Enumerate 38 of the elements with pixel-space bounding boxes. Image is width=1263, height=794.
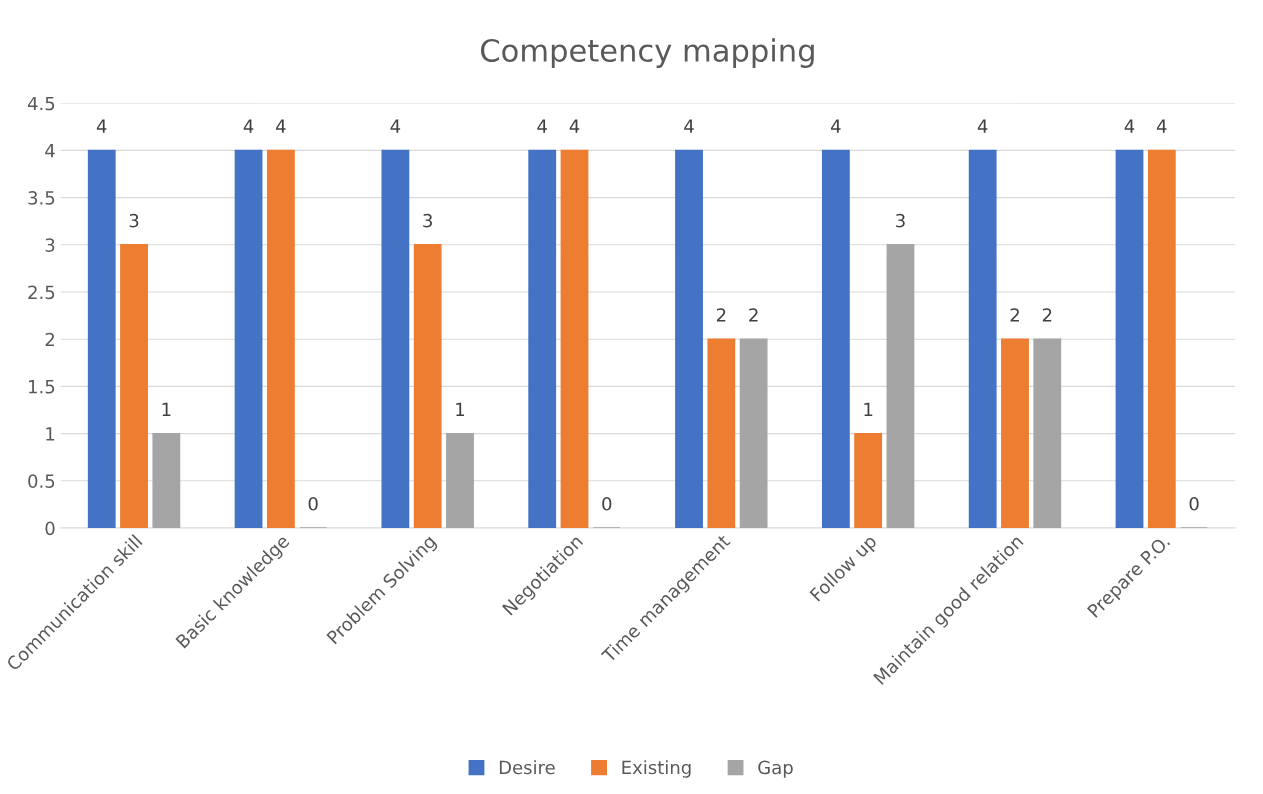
data-label: 4 <box>390 119 401 133</box>
data-label: 4 <box>1156 119 1167 133</box>
data-label: 4 <box>96 119 107 133</box>
data-label: 4 <box>1124 119 1135 133</box>
data-label: 4 <box>977 119 988 133</box>
data-label: 4 <box>684 119 694 133</box>
data-label: 1 <box>864 402 873 416</box>
y-tick-label: 0.5 <box>28 474 55 488</box>
data-label: 0 <box>602 496 612 511</box>
y-tick-label: 3 <box>45 238 55 252</box>
data-label: 1 <box>456 402 465 416</box>
data-label: 4 <box>830 119 841 133</box>
data-label: 1 <box>162 402 171 416</box>
y-tick-label: 4 <box>45 144 55 158</box>
data-label: 4 <box>243 119 254 133</box>
data-label: 4 <box>276 119 286 133</box>
legend-label: Desire <box>499 760 555 775</box>
data-label: 0 <box>308 496 318 511</box>
y-tick-label: 4.5 <box>27 96 55 111</box>
data-label: 4 <box>537 119 547 133</box>
y-tick-label: 1.5 <box>29 380 55 394</box>
data-label: 3 <box>423 213 432 228</box>
y-tick-label: 2 <box>45 332 54 347</box>
data-label: 4 <box>569 119 580 133</box>
y-tick-label: 2.5 <box>28 285 55 300</box>
data-label: 2 <box>1042 308 1052 322</box>
data-label: 2 <box>716 308 726 322</box>
legend-label: Gap <box>758 760 793 778</box>
y-tick-label: 0 <box>45 521 55 536</box>
legend-label: Existing <box>622 760 691 778</box>
data-label: 2 <box>1010 308 1019 322</box>
y-tick-label: 3.5 <box>28 191 55 205</box>
y-tick-label: 1 <box>46 427 55 441</box>
data-label: 2 <box>749 308 758 322</box>
data-label: 3 <box>129 213 139 228</box>
data-label: 0 <box>1189 496 1199 511</box>
chart-title: Competency mapping <box>481 38 814 68</box>
data-label: 3 <box>896 213 905 228</box>
